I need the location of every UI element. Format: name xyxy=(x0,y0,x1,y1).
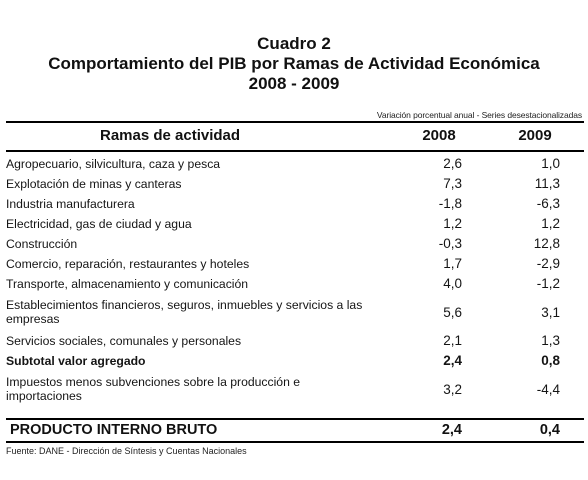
value-2009: -6,3 xyxy=(536,196,560,211)
value-2008: 1,2 xyxy=(443,216,462,231)
table-row: Establecimientos financieros, seguros, i… xyxy=(6,294,584,332)
variation-note: Variación porcentual anual - Series dese… xyxy=(376,110,582,120)
row-label: Servicios sociales, comunales y personal… xyxy=(6,334,242,348)
total-2009: 0,4 xyxy=(539,422,560,438)
title-line-3: 2008 - 2009 xyxy=(248,74,340,93)
value-2009: 3,1 xyxy=(541,305,560,320)
row-label: Industria manufacturera xyxy=(6,197,135,211)
value-2009: 11,3 xyxy=(534,176,560,191)
table-row: Agropecuario, silvicultura, caza y pesca… xyxy=(6,154,584,174)
value-2009: 12,8 xyxy=(533,236,560,251)
value-2008: 2,4 xyxy=(443,353,462,368)
value-2009: 1,0 xyxy=(541,156,560,171)
total-bottom-rule xyxy=(6,441,584,443)
header-2008: 2008 xyxy=(422,127,456,144)
row-label: Agropecuario, silvicultura, caza y pesca xyxy=(6,157,221,171)
header-2009: 2009 xyxy=(518,127,552,144)
value-2008: 1,7 xyxy=(443,256,462,271)
table-row: Construcción -0,3 12,8 xyxy=(6,234,584,254)
total-row: PRODUCTO INTERNO BRUTO 2,4 0,4 xyxy=(6,419,584,441)
subtotal-row: Subtotal valor agregado 2,4 0,8 xyxy=(6,352,584,372)
table-row: Industria manufacturera -1,8 -6,3 xyxy=(6,194,584,214)
value-2008: 5,6 xyxy=(443,305,462,320)
value-2009: 1,2 xyxy=(541,216,560,231)
table-row: Explotación de minas y canteras 7,3 11,3 xyxy=(6,174,584,194)
header-top-rule xyxy=(6,121,584,123)
total-label: PRODUCTO INTERNO BRUTO xyxy=(10,422,218,438)
value-2008: -0,3 xyxy=(438,236,462,251)
row-label: Impuestos menos subvenciones sobre la pr… xyxy=(6,375,301,403)
total-2008: 2,4 xyxy=(441,422,462,438)
value-2009: -4,4 xyxy=(536,382,560,397)
value-2009: 0,8 xyxy=(541,353,560,368)
row-label: Explotación de minas y canteras xyxy=(6,177,182,191)
value-2009: -1,2 xyxy=(536,276,560,291)
table-row: Electricidad, gas de ciudad y agua 1,2 1… xyxy=(6,214,584,234)
table-title: Cuadro 2 Comportamiento del PIB por Rama… xyxy=(0,34,588,94)
table-row: Servicios sociales, comunales y personal… xyxy=(6,332,584,352)
header-rama: Ramas de actividad xyxy=(100,127,241,144)
row-label: Construcción xyxy=(6,237,78,251)
row-label: Transporte, almacenamiento y comunicació… xyxy=(6,277,249,291)
total-top-rule xyxy=(6,418,584,420)
table-row: Impuestos menos subvenciones sobre la pr… xyxy=(6,372,584,410)
value-2008: 7,3 xyxy=(443,176,462,191)
table-row: Comercio, reparación, restaurantes y hot… xyxy=(6,254,584,274)
value-2008: -1,8 xyxy=(438,196,462,211)
value-2008: 3,2 xyxy=(443,382,462,397)
value-2008: 4,0 xyxy=(443,276,462,291)
table-body: Agropecuario, silvicultura, caza y pesca… xyxy=(6,154,584,410)
header-bottom-rule xyxy=(6,150,584,152)
table-row: Transporte, almacenamiento y comunicació… xyxy=(6,274,584,294)
value-2008: 2,6 xyxy=(443,156,462,171)
value-2009: 1,3 xyxy=(541,333,560,348)
title-line-1: Cuadro 2 xyxy=(257,34,331,53)
value-2008: 2,1 xyxy=(443,333,462,348)
value-2009: -2,9 xyxy=(536,256,560,271)
source-note: Fuente: DANE - Dirección de Síntesis y C… xyxy=(6,446,247,456)
row-label: Comercio, reparación, restaurantes y hot… xyxy=(6,257,250,271)
row-label: Electricidad, gas de ciudad y agua xyxy=(6,217,192,231)
row-label: Subtotal valor agregado xyxy=(6,354,146,368)
title-line-2: Comportamiento del PIB por Ramas de Acti… xyxy=(48,54,540,73)
row-label: Establecimientos financieros, seguros, i… xyxy=(6,298,363,326)
